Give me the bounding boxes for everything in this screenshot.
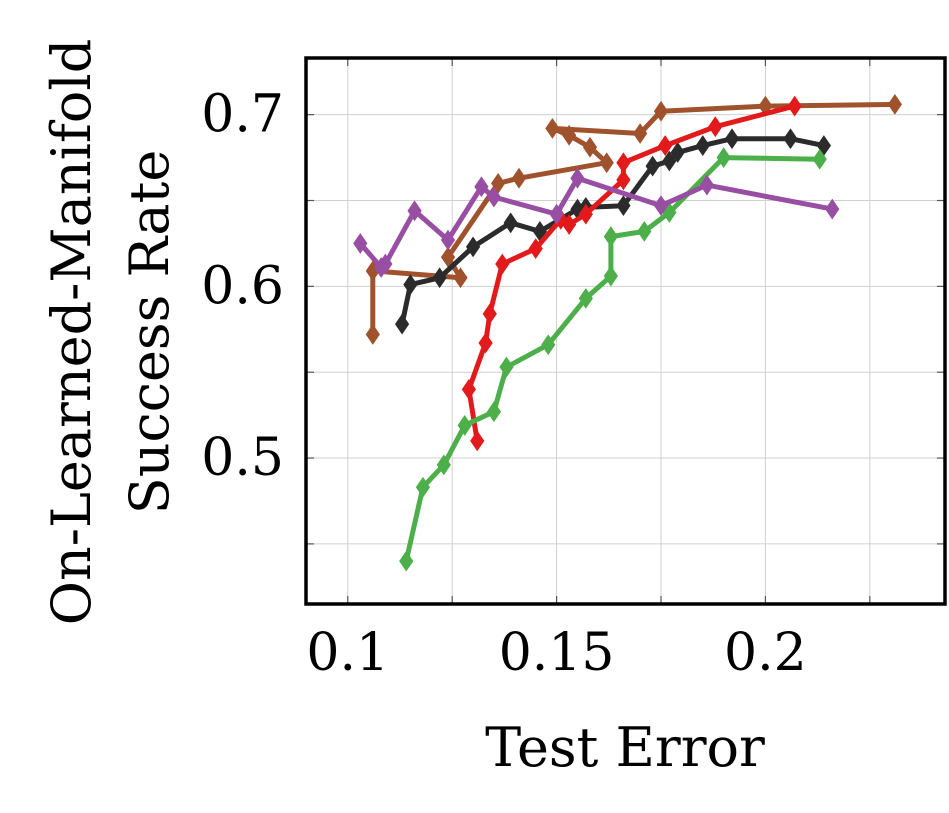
series-1 — [394, 128, 831, 335]
data-point-marker — [482, 303, 497, 325]
data-point-marker — [653, 195, 669, 217]
series-3 — [399, 147, 827, 572]
data-point-marker — [708, 116, 723, 138]
data-point-marker — [724, 128, 740, 150]
data-point-marker — [716, 147, 731, 168]
data-point-marker — [461, 378, 476, 400]
data-point-marker — [486, 401, 502, 423]
data-point-marker — [570, 167, 585, 189]
data-point-marker — [528, 238, 543, 259]
series-line — [403, 155, 823, 564]
data-point-marker — [403, 274, 418, 296]
data-point-marker — [578, 287, 593, 309]
data-point-marker — [603, 226, 618, 247]
data-point-marker — [562, 214, 577, 235]
data-point-marker — [562, 124, 577, 146]
data-point-marker — [415, 476, 431, 498]
x-tick-label: 0.2 — [724, 623, 807, 683]
data-point-marker — [783, 128, 798, 150]
data-point-marker — [465, 236, 481, 258]
data-point-marker — [637, 221, 652, 242]
data-point-marker — [486, 186, 502, 208]
data-point-marker — [432, 267, 447, 289]
data-point-marker — [603, 265, 618, 287]
data-point-marker — [407, 200, 422, 222]
x-tick-labels: 0.1 0.15 0.2 — [306, 623, 806, 683]
data-point-marker — [436, 454, 451, 476]
series-0 — [365, 93, 902, 345]
series-line — [370, 101, 898, 337]
x-axis-title: Test Error — [485, 716, 765, 779]
data-point-marker — [633, 123, 648, 144]
data-point-marker — [511, 167, 527, 189]
data-point-marker — [378, 253, 393, 275]
data-point-marker — [541, 334, 556, 356]
data-point-marker — [812, 148, 827, 170]
y-axis-title-line-1: On-Learned-Manifold — [40, 39, 103, 626]
y-axis-title-line-2: Success Rate — [118, 150, 181, 515]
data-point-marker — [399, 550, 414, 572]
plot-frame — [304, 56, 947, 606]
series-group — [353, 93, 902, 572]
series-line — [357, 175, 835, 270]
data-point-marker — [670, 142, 685, 163]
data-point-marker — [662, 150, 677, 172]
y-tick-labels: 0.5 0.6 0.7 — [201, 85, 284, 488]
data-point-marker — [582, 136, 598, 158]
data-point-marker — [616, 169, 631, 191]
data-point-marker — [578, 203, 593, 225]
data-point-marker — [353, 233, 368, 254]
data-point-marker — [495, 253, 510, 275]
series-4 — [353, 167, 840, 278]
data-point-marker — [503, 212, 518, 234]
data-point-marker — [457, 415, 472, 436]
y-tick-label: 0.5 — [201, 428, 284, 488]
data-point-marker — [887, 93, 902, 115]
y-tick-label: 0.6 — [201, 256, 284, 316]
y-tick-label: 0.7 — [201, 85, 284, 145]
data-point-marker — [453, 267, 468, 289]
x-tick-label: 0.1 — [306, 623, 389, 683]
y-axis-title-group: On-Learned-Manifold Success Rate — [40, 39, 181, 626]
data-point-marker — [499, 356, 514, 378]
series-line — [399, 136, 827, 327]
data-point-marker — [394, 313, 410, 335]
data-point-marker — [616, 152, 631, 174]
data-point-marker — [699, 174, 715, 196]
series-2 — [461, 95, 802, 452]
data-point-marker — [599, 152, 614, 174]
data-point-marker — [470, 430, 485, 452]
data-point-marker — [545, 118, 560, 139]
data-point-marker — [658, 135, 673, 156]
data-point-marker — [474, 176, 489, 198]
data-point-marker — [440, 229, 456, 251]
data-point-marker — [616, 195, 631, 217]
data-point-marker — [645, 155, 660, 177]
data-point-marker — [787, 95, 802, 117]
data-point-marker — [653, 100, 669, 122]
x-tick-label: 0.15 — [499, 623, 615, 683]
grid-lines — [306, 58, 945, 604]
data-point-marker — [825, 198, 840, 220]
data-point-marker — [695, 135, 710, 156]
data-point-marker — [365, 324, 380, 345]
data-point-marker — [478, 332, 493, 354]
data-point-marker — [549, 203, 564, 225]
